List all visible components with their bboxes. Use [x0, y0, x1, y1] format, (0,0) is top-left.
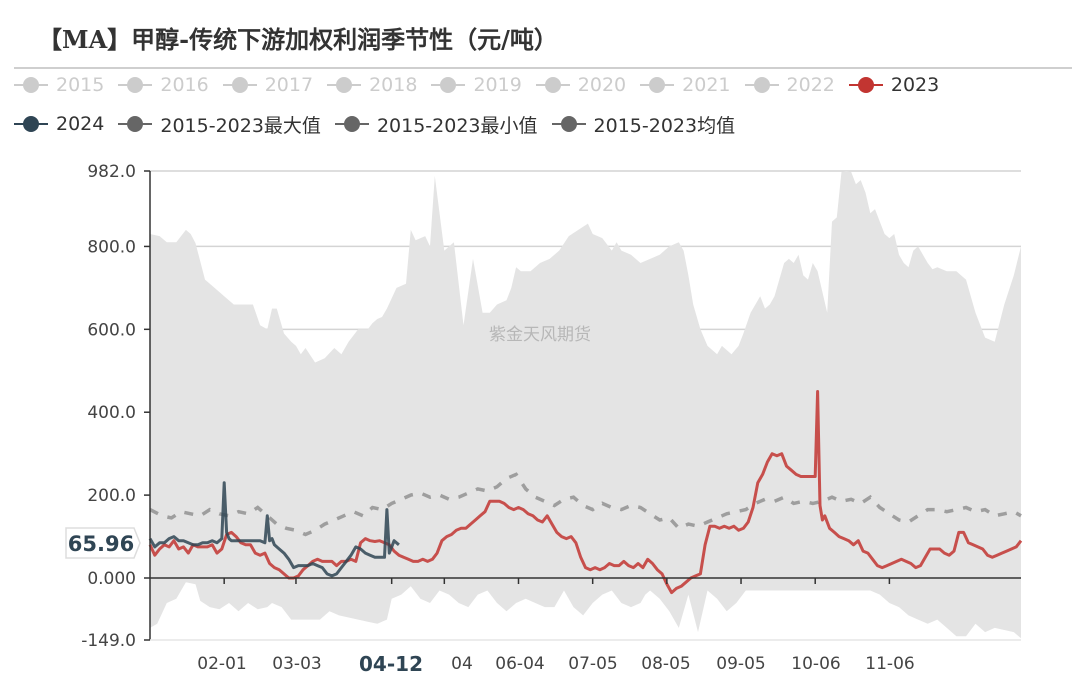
legend-label: 2018	[369, 74, 418, 96]
axis-pointer-x-value: 04-12	[359, 652, 423, 676]
x-tick-label: 06-04	[495, 654, 544, 674]
legend-label: 2021	[682, 74, 731, 96]
series-lines	[148, 390, 1023, 595]
x-tick-label: 03-03	[272, 654, 321, 674]
legend-line-dot-icon	[118, 75, 153, 95]
legend-label: 2020	[577, 74, 627, 96]
y-tick-label: 0.000	[87, 569, 136, 589]
legend-row-2: 2024 2015-2023最大值 2015-2023最小值 2015-2023均值	[14, 111, 1080, 137]
x-tick-label: 09-05	[716, 654, 765, 674]
legend-label: 2015-2023均值	[593, 114, 736, 137]
x-axis-labels: 02-01 03-03 04-12 04 06-04 07-05 08-05 09-05 10-…	[197, 652, 914, 676]
axes	[144, 170, 1021, 641]
x-tick-label: 02-01	[197, 654, 246, 674]
y-tick-label: 800.0	[87, 237, 136, 257]
legend-line-dot-icon	[327, 75, 362, 95]
legend-label: 2015-2023最大值	[160, 114, 321, 137]
min-area	[150, 578, 1021, 639]
legend-item-2018[interactable]: 2018	[327, 74, 417, 96]
line-2023	[148, 390, 1023, 595]
legend-line-dot-icon	[551, 114, 586, 134]
y-tick-label: 600.0	[87, 320, 136, 340]
legend-label: 2022	[786, 74, 835, 96]
legend-item-2015-2023最小值[interactable]: 2015-2023最小值	[334, 111, 538, 138]
legend-label: 2019	[473, 74, 522, 96]
y-tick-label: 200.0	[87, 486, 136, 506]
legend-line-dot-icon	[640, 75, 675, 95]
x-tick-label: 08-05	[641, 654, 690, 674]
x-tick-label: 11-06	[865, 654, 914, 674]
legend-line-dot-icon	[744, 75, 779, 95]
x-tick-label: 04	[451, 654, 473, 674]
legend-label: 2015	[56, 74, 105, 96]
legend-item-2015-2023最大值[interactable]: 2015-2023最大值	[118, 111, 321, 138]
legend-item-2023[interactable]: 2023	[848, 74, 940, 96]
legend-item-2019[interactable]: 2019	[431, 74, 522, 96]
legend-item-2015-2023均值[interactable]: 2015-2023均值	[551, 111, 736, 138]
legend-item-2024[interactable]: 2024	[14, 113, 104, 135]
axis-pointer-label: 65.96	[65, 527, 141, 559]
axis-pointer-badge	[65, 527, 141, 559]
chart-title: 【MA】甲醇-传统下游加权利润季节性（元/吨）	[38, 25, 558, 54]
legend-item-2021[interactable]: 2021	[640, 74, 731, 96]
legend-label: 2016	[160, 74, 209, 96]
x-tick-label: 07-05	[568, 654, 617, 674]
legend-item-2020[interactable]: 2020	[535, 74, 627, 96]
legend-label: 2024	[56, 113, 105, 135]
legend-line-dot-icon	[14, 114, 48, 134]
axis-pointer-y-value: 65.96	[68, 532, 134, 556]
legend-line-dot-icon	[431, 75, 466, 95]
legend-line-dot-icon	[14, 75, 48, 95]
legend-line-dot-icon	[118, 114, 153, 134]
legend-item-2022[interactable]: 2022	[744, 74, 835, 96]
mean-line	[149, 472, 1022, 537]
legend-line-dot-icon	[334, 114, 369, 134]
legend-row-1: 2015 2016 2017 2018 2019 2020 2021 2022 2023	[14, 72, 1080, 98]
max-area	[150, 171, 1021, 578]
x-tick-label: 10-06	[791, 654, 840, 674]
legend-line-dot-icon	[222, 75, 257, 95]
legend-line-dot-icon	[535, 75, 570, 95]
y-tick-label: -149.0	[81, 631, 136, 651]
title-divider	[14, 67, 1072, 69]
legend-item-2016[interactable]: 2016	[118, 74, 209, 96]
legend-label: 2023	[890, 74, 940, 96]
y-axis-labels: 982.0 800.0 600.0 400.0 200.0 0.000 -149.0	[81, 162, 136, 651]
legend-label: 2017	[264, 74, 314, 96]
legend-label: 2015-2023最小值	[376, 114, 538, 137]
y-tick-label: 982.0	[87, 162, 136, 182]
legend-item-2017[interactable]: 2017	[222, 74, 314, 96]
y-tick-label: 400.0	[87, 403, 136, 423]
legend-item-2015[interactable]: 2015	[14, 74, 104, 96]
line-2024	[148, 481, 400, 578]
watermark: 紫金天风期货	[489, 325, 591, 345]
legend-line-dot-icon	[848, 75, 883, 95]
